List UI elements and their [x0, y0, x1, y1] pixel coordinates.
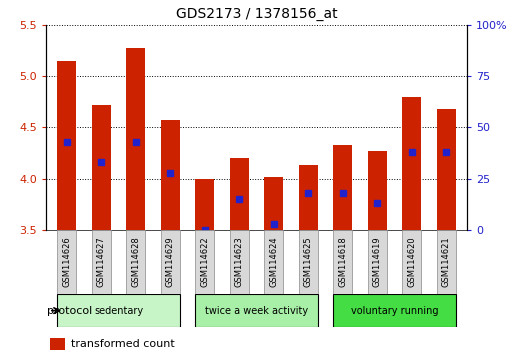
Bar: [299, 230, 318, 294]
Text: GSM114619: GSM114619: [372, 236, 382, 287]
Bar: [437, 230, 456, 294]
Bar: [230, 230, 249, 294]
Text: voluntary running: voluntary running: [351, 306, 438, 316]
Bar: [437, 109, 456, 230]
Bar: [299, 165, 318, 230]
Bar: [264, 177, 283, 230]
Bar: [402, 230, 421, 294]
Text: transformed count: transformed count: [71, 339, 175, 349]
Bar: [195, 230, 214, 294]
Bar: [333, 230, 352, 294]
Text: twice a week activity: twice a week activity: [205, 306, 308, 316]
Text: GSM114627: GSM114627: [97, 236, 106, 287]
Bar: [57, 61, 76, 230]
Text: GSM114629: GSM114629: [166, 236, 175, 287]
Text: GSM114626: GSM114626: [63, 236, 71, 287]
Bar: [368, 151, 387, 230]
Bar: [368, 230, 387, 294]
Bar: [195, 294, 318, 327]
Bar: [161, 230, 180, 294]
Text: GSM114624: GSM114624: [269, 236, 278, 287]
Text: GSM114622: GSM114622: [200, 236, 209, 287]
Bar: [333, 294, 456, 327]
Bar: [126, 230, 145, 294]
Text: GSM114618: GSM114618: [338, 236, 347, 287]
Text: GSM114625: GSM114625: [304, 236, 313, 287]
Text: sedentary: sedentary: [94, 306, 143, 316]
Bar: [92, 230, 111, 294]
Bar: [264, 230, 283, 294]
Bar: [126, 48, 145, 230]
Text: GSM114621: GSM114621: [442, 236, 450, 287]
Bar: [195, 179, 214, 230]
Title: GDS2173 / 1378156_at: GDS2173 / 1378156_at: [175, 7, 338, 21]
Text: GSM114620: GSM114620: [407, 236, 416, 287]
Bar: [57, 230, 76, 294]
Bar: [50, 338, 65, 350]
Text: GSM114628: GSM114628: [131, 236, 141, 287]
Text: protocol: protocol: [47, 306, 92, 316]
Bar: [161, 120, 180, 230]
Text: GSM114623: GSM114623: [235, 236, 244, 287]
Bar: [333, 145, 352, 230]
Bar: [402, 97, 421, 230]
Bar: [92, 105, 111, 230]
Bar: [230, 158, 249, 230]
Bar: [57, 294, 180, 327]
